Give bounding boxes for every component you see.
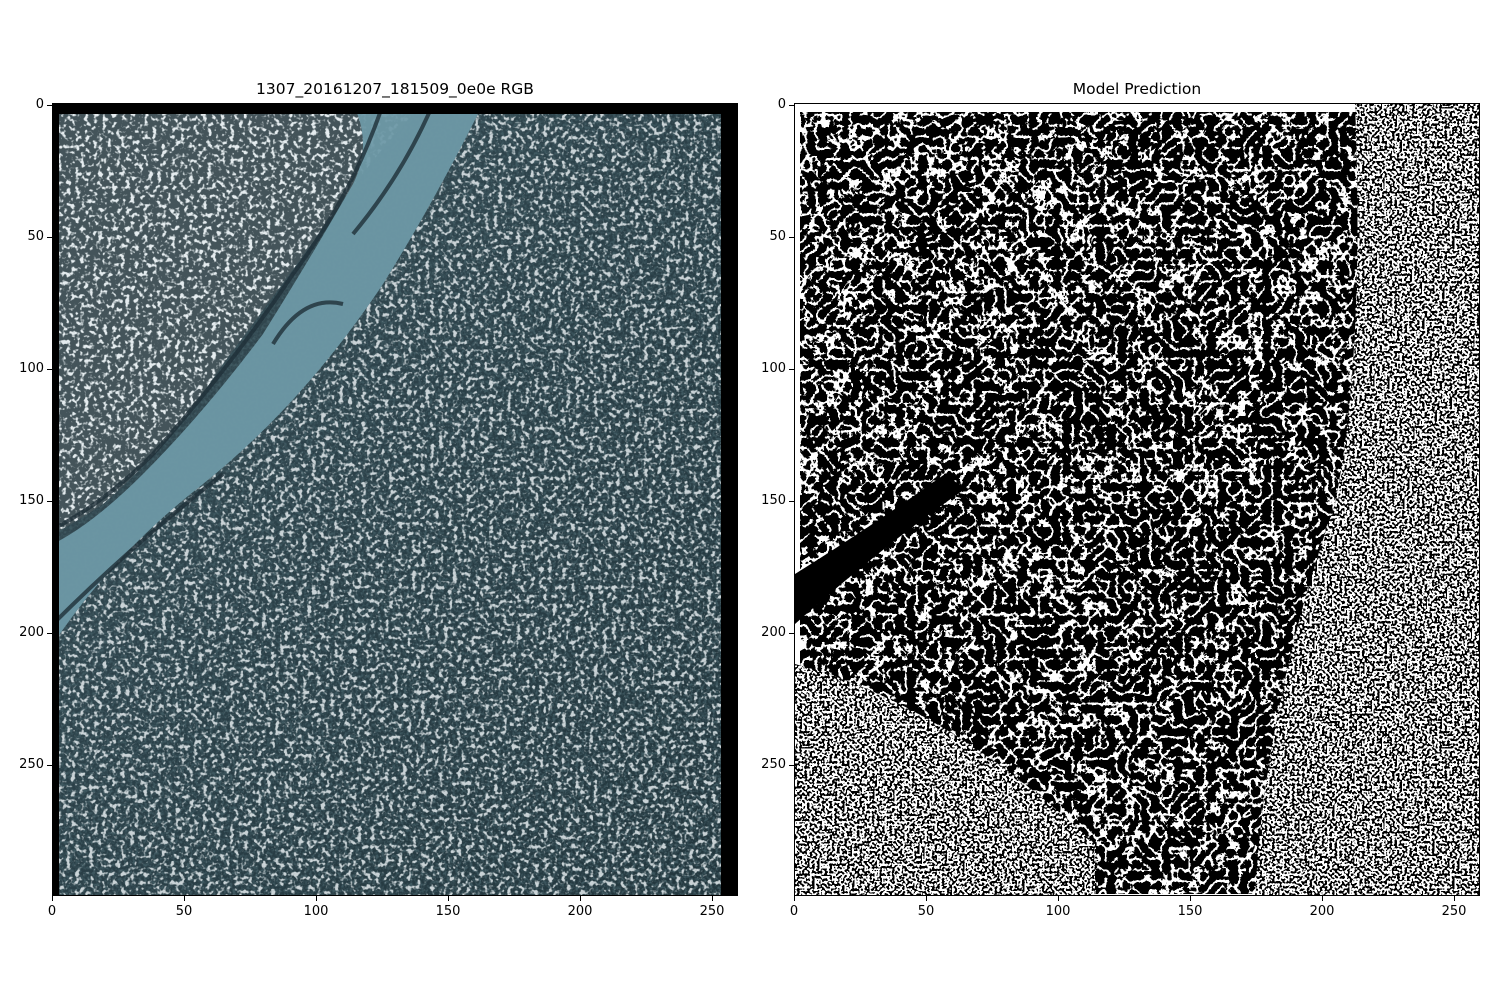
rgb-x-tick-label: 100 — [303, 904, 329, 919]
nodata-top — [53, 104, 737, 114]
rgb-x-tick — [580, 896, 581, 901]
rgb-x-tick — [316, 896, 317, 901]
rgb-x-tick-label: 0 — [47, 904, 57, 919]
rgb-x-tick-label: 50 — [175, 904, 193, 919]
rgb-y-tick-label: 100 — [19, 361, 44, 376]
satellite-rgb-image — [53, 104, 737, 895]
river-channel — [53, 104, 483, 644]
rgb-x-tick — [52, 896, 53, 901]
rgb-x-tick — [184, 896, 185, 901]
rgb-y-tick — [47, 633, 52, 634]
rgb-x-tick-label: 250 — [699, 904, 725, 919]
rgb-y-tick-label: 200 — [19, 625, 44, 640]
rgb-y-tick — [47, 105, 52, 106]
rgb-image-frame — [52, 103, 738, 896]
rgb-y-tick — [47, 501, 52, 502]
rgb-y-tick — [47, 765, 52, 766]
nodata-left — [53, 104, 59, 895]
river-braids — [53, 104, 435, 626]
rgb-y-tick — [47, 369, 52, 370]
rgb-x-tick — [712, 896, 713, 901]
rgb-x-tick-label: 200 — [567, 904, 593, 919]
rgb-x-tick — [448, 896, 449, 901]
rgb-y-tick-label: 250 — [19, 757, 44, 772]
rgb-y-tick-label: 50 — [27, 229, 44, 244]
rgb-y-tick-label: 0 — [35, 97, 44, 112]
rgb-x-tick-label: 150 — [435, 904, 461, 919]
nodata-right — [721, 104, 737, 895]
rgb-y-tick — [47, 237, 52, 238]
rgb-title: 1307_20161207_181509_0e0e RGB — [256, 80, 534, 98]
rgb-y-tick-label: 150 — [19, 493, 44, 508]
